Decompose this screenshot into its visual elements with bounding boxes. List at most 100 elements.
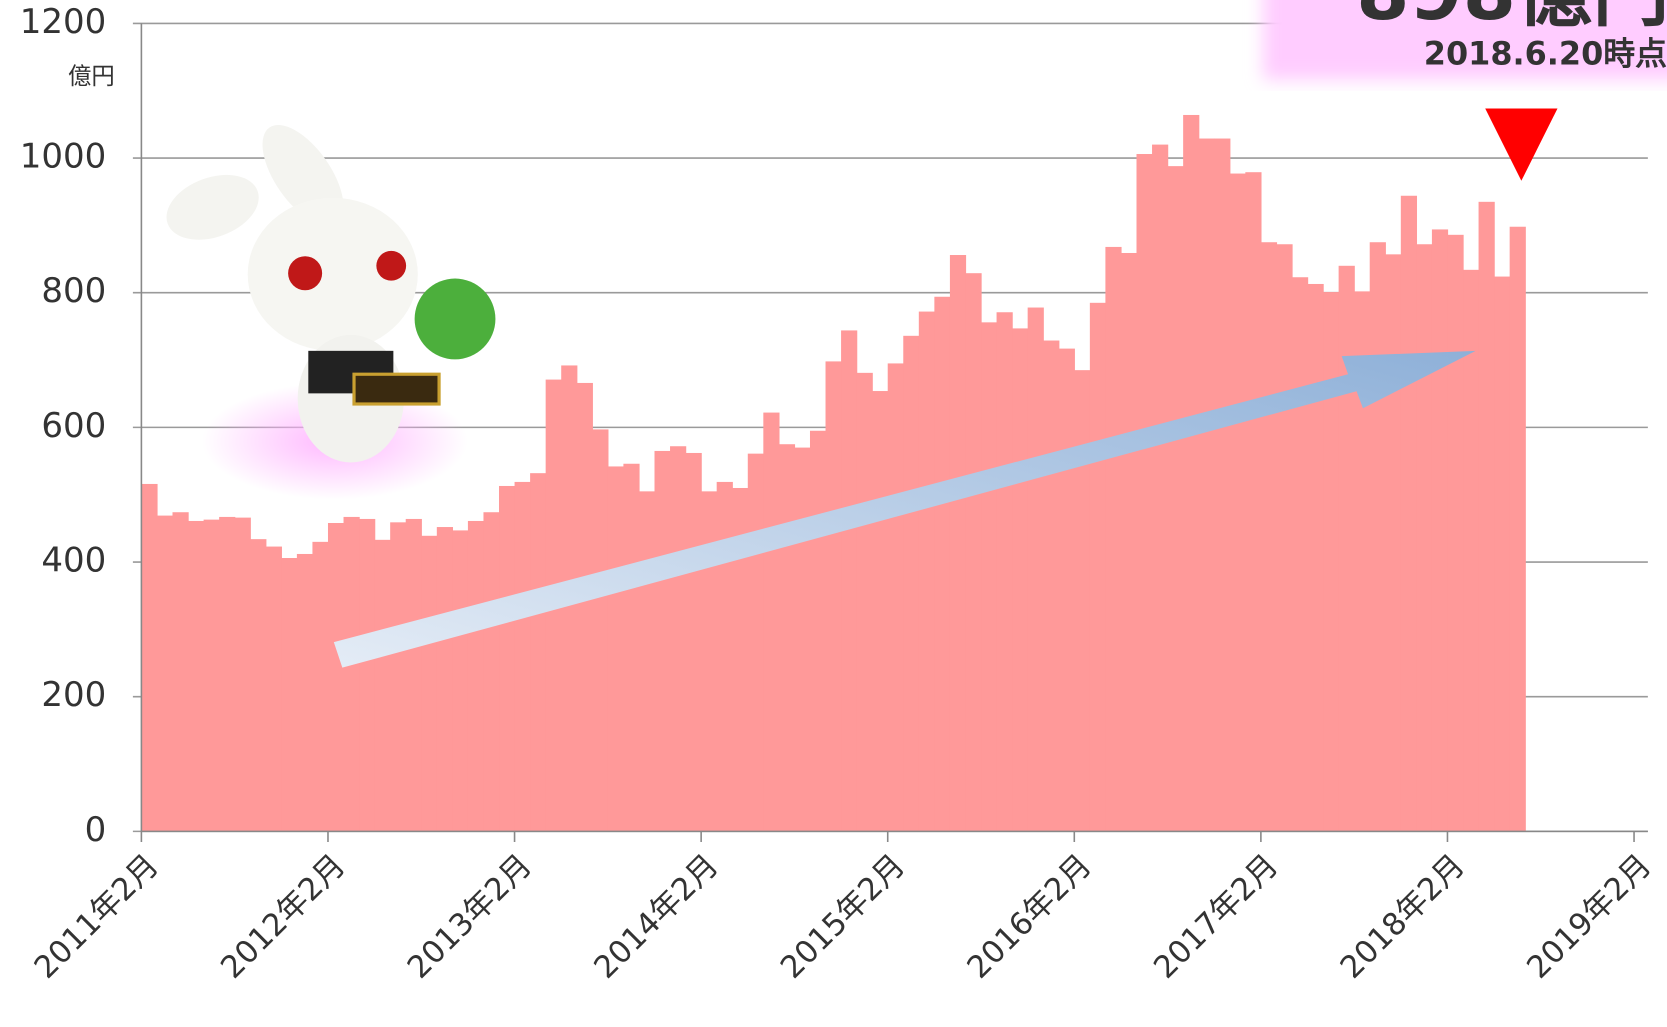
area-step — [1510, 227, 1526, 832]
mascot-eye — [288, 256, 322, 290]
area-step — [794, 448, 810, 832]
area-step — [1292, 277, 1308, 831]
area-step — [1276, 244, 1292, 831]
current-marker — [1485, 108, 1557, 180]
area-step — [172, 512, 188, 831]
y-tick-label: 0 — [85, 810, 107, 850]
area-step — [1012, 328, 1028, 831]
area-step — [1447, 235, 1463, 832]
area-step — [312, 542, 328, 832]
area-step — [188, 521, 204, 831]
mascot-eye — [376, 251, 406, 281]
x-tick-label: 2014年2月 — [587, 847, 725, 985]
area-step — [344, 517, 360, 831]
area-step — [406, 519, 422, 831]
area-step — [888, 363, 904, 831]
area-step — [810, 431, 826, 832]
area-step — [390, 522, 406, 831]
annotation-date: 2018.6.20時点 — [1424, 34, 1667, 72]
x-tick-label: 2011年2月 — [27, 847, 165, 985]
mascot — [157, 112, 495, 500]
area-step — [623, 464, 639, 832]
area-step — [359, 519, 375, 831]
x-tick-label: 2013年2月 — [401, 847, 539, 985]
area-step — [654, 451, 670, 831]
area-step — [686, 453, 702, 831]
area-step — [297, 554, 313, 831]
area-step — [919, 312, 935, 832]
area-step — [1432, 229, 1448, 831]
area-step — [157, 516, 173, 832]
area-step — [141, 484, 157, 831]
chart: 0 200 400 600 800 1000 1200 2011年2月 2012年2月 2013年… — [0, 0, 1667, 1027]
area-step — [468, 521, 484, 831]
area-step — [1152, 145, 1168, 832]
area-step — [1230, 174, 1246, 832]
area-step — [841, 330, 857, 831]
x-tick-label: 2016年2月 — [960, 847, 1098, 985]
area-step — [499, 486, 515, 831]
mascot-clover — [415, 279, 496, 360]
annotation-value: 898億円 — [1356, 0, 1667, 38]
area-step — [1136, 154, 1152, 831]
area-step — [219, 517, 235, 831]
area-step — [577, 383, 593, 831]
x-tick-label: 2017年2月 — [1147, 847, 1285, 985]
area-step — [903, 336, 919, 832]
area-step — [1339, 266, 1355, 832]
area-step — [1323, 292, 1339, 831]
area-step — [1105, 247, 1121, 831]
area-step — [981, 322, 997, 831]
area-step — [1121, 253, 1137, 831]
area-step — [608, 466, 624, 831]
area-step — [1074, 370, 1090, 831]
area-step — [1370, 242, 1386, 831]
area-step — [997, 312, 1013, 831]
area-step — [717, 482, 733, 831]
area-step — [1416, 244, 1432, 831]
y-tick-label: 200 — [41, 675, 106, 715]
area-step — [250, 539, 266, 831]
y-tick-label: 1000 — [20, 137, 107, 177]
area-step — [1494, 277, 1510, 832]
area-step — [763, 413, 779, 832]
area-step — [437, 527, 453, 831]
x-tick-label: 2015年2月 — [774, 847, 912, 985]
area-step — [934, 297, 950, 832]
mascot-ear — [157, 163, 267, 252]
area-step — [1385, 254, 1401, 831]
y-tick-label: 800 — [41, 271, 106, 311]
x-tick-label: 2018年2月 — [1333, 847, 1471, 985]
area-step — [328, 523, 344, 831]
area-step — [1183, 115, 1199, 831]
area-step — [421, 536, 437, 832]
area-step — [1245, 172, 1261, 831]
area-step — [266, 547, 282, 832]
area-step — [670, 446, 686, 831]
area-step — [826, 361, 842, 831]
area-step — [530, 473, 546, 831]
area-step — [1059, 349, 1075, 832]
x-tick-label: 2019年2月 — [1520, 847, 1658, 985]
area-step — [281, 558, 297, 831]
area-step — [748, 454, 764, 832]
area-step — [965, 273, 981, 831]
y-tick-label: 1200 — [20, 2, 107, 42]
area-step — [1479, 202, 1495, 832]
area-step — [1090, 303, 1106, 832]
area-step — [483, 512, 499, 831]
x-tick-label: 2012年2月 — [214, 847, 352, 985]
area-step — [592, 429, 608, 831]
area-step — [1043, 341, 1059, 832]
y-tick-label: 600 — [41, 406, 106, 446]
area-step — [1308, 284, 1324, 831]
area-step — [639, 491, 655, 831]
page: {"chart_data": {"type": "stepped-area", … — [0, 0, 1667, 1027]
mascot-abacus — [354, 374, 439, 404]
area-step — [204, 520, 220, 832]
area-step — [1168, 166, 1184, 831]
area-step — [1028, 308, 1044, 832]
area-step — [452, 530, 468, 831]
y-tick-label: 400 — [41, 541, 106, 581]
area-step — [779, 444, 795, 831]
